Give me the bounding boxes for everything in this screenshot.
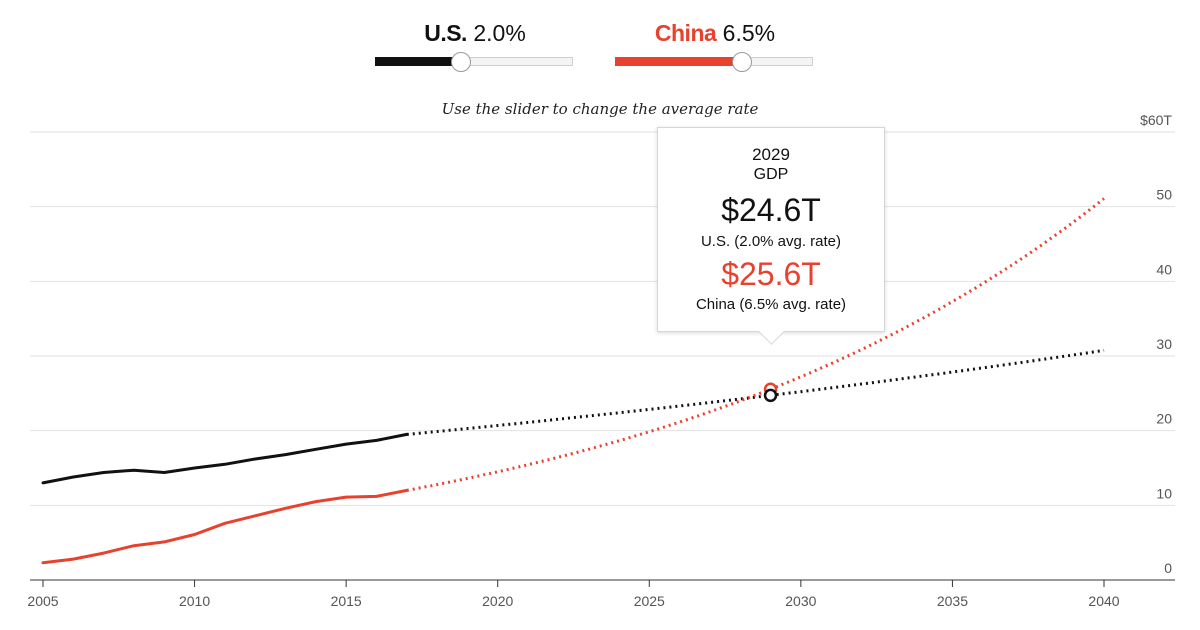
y-tick-label: 10 <box>1156 485 1172 501</box>
x-tick-label: 2025 <box>634 593 665 609</box>
x-tick-label: 2020 <box>482 593 513 609</box>
china-projection-line <box>406 197 1105 492</box>
us-historical-line <box>41 432 409 485</box>
tooltip-year: 2029 <box>752 145 790 164</box>
china-rate-value: 6.5% <box>722 20 776 46</box>
hover-tooltip: 2029 GDP $24.6T U.S. (2.0% avg. rate) $2… <box>657 127 885 345</box>
y-tick-label: $60T <box>1140 112 1172 128</box>
rate-controls: U.S. 2.0% China 6.5% Use the slider to c… <box>0 18 1200 118</box>
x-tick-label: 2005 <box>27 593 58 609</box>
tooltip-us-label: U.S. (2.0% avg. rate) <box>700 233 842 250</box>
china-rate-label: China 6.5% <box>615 18 815 48</box>
us-hover-marker <box>763 388 778 403</box>
china-rate-slider[interactable] <box>615 52 813 72</box>
us-rate-label: U.S. 2.0% <box>375 18 575 48</box>
x-tick-label: 2015 <box>331 593 362 609</box>
slider-hint: Use the slider to change the average rat… <box>441 100 759 118</box>
y-tick-label: 40 <box>1156 261 1172 277</box>
tooltip-china-value: $25.6T <box>721 256 821 292</box>
us-rate-value: 2.0% <box>473 20 526 46</box>
x-tick-label: 2030 <box>785 593 816 609</box>
tooltip-us-value: $24.6T <box>721 192 821 228</box>
china-rate-control: China 6.5% <box>615 18 815 72</box>
x-tick-label: 2040 <box>1088 593 1119 609</box>
y-tick-label: 50 <box>1156 187 1172 203</box>
china-slider-handle[interactable] <box>731 52 752 72</box>
y-tick-label: 0 <box>1164 560 1172 576</box>
us-slider-fill <box>375 57 461 66</box>
y-tick-label: 30 <box>1156 336 1172 352</box>
x-tick-label: 2035 <box>937 593 968 609</box>
us-rate-control: U.S. 2.0% <box>375 18 575 72</box>
series-lines <box>41 197 1105 565</box>
us-name: U.S. <box>424 20 467 46</box>
us-rate-slider[interactable] <box>375 52 573 72</box>
china-name: China <box>654 20 717 46</box>
gridlines <box>30 131 1175 506</box>
hover-markers <box>763 382 778 403</box>
china-slider-fill <box>615 57 741 66</box>
tooltip-china-label: China (6.5% avg. rate) <box>695 296 847 313</box>
us-projection-line <box>406 348 1105 436</box>
x-tick-label: 2010 <box>179 593 210 609</box>
y-tick-label: 20 <box>1156 411 1172 427</box>
us-slider-handle[interactable] <box>451 52 472 72</box>
china-historical-line <box>41 488 409 565</box>
tooltip-metric: GDP <box>753 166 789 183</box>
